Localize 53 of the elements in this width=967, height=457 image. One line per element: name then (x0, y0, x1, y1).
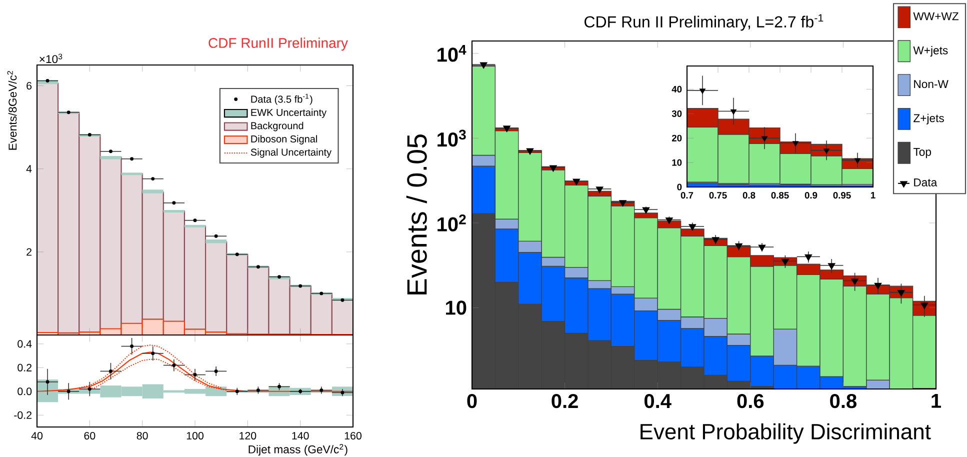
y-tick-label: 30 (672, 110, 682, 117)
legend-label: Data (3.5 fb$^{-1}$) (251, 94, 312, 105)
y-tick-label: 6 (26, 82, 32, 90)
x-tick-label: 0.75 (709, 192, 727, 199)
x-tick-label: 0.4 (644, 394, 672, 408)
legend-label: W+jets (913, 46, 948, 57)
x-tick-label: 0.6 (737, 394, 764, 408)
y-tick-label: 10$^{3}$ (438, 130, 466, 147)
legend-label: Non-W (914, 80, 948, 88)
x-tick-label: 0.7 (680, 192, 694, 199)
y-tick-label: -0.2 (14, 411, 32, 419)
x-tick-label: 120 (240, 432, 256, 440)
legend-label: Z+jets (914, 114, 944, 124)
chart-title: CDF Run II Preliminary, L=2.7 fb$^{-1}$ (584, 14, 824, 31)
y-tick-label: 0 (677, 184, 682, 190)
x-axis-title: Event Probability Discriminant (640, 423, 931, 444)
x-tick-label: 80 (136, 432, 148, 440)
legend-label: Diboson Signal (251, 135, 317, 144)
x-tick-label: 1 (871, 192, 876, 198)
text: ×10$^{3}$ (40, 54, 62, 64)
x-tick-label: 0.95 (833, 192, 851, 199)
y-tick-label: 0.2 (18, 364, 32, 372)
y-tick-label: 20 (672, 134, 682, 142)
x-tick-label: 100 (186, 432, 204, 440)
x-tick-label: 0.8 (742, 192, 756, 199)
y-tick-label: 10 (446, 300, 466, 315)
y-tick-label: 2 (26, 248, 32, 256)
legend-label: EWK Uncertainty (251, 108, 327, 118)
x-tick-label: 160 (344, 432, 362, 440)
legend-label: WW+WZ (913, 12, 958, 20)
x-tick-label: 140 (292, 432, 309, 440)
y-tick-label: 10 (672, 159, 682, 166)
x-tick-label: 60 (84, 432, 96, 440)
x-tick-label: 0.85 (771, 192, 789, 199)
y-tick-label: 10$^{4}$ (438, 45, 466, 62)
x-tick-label: 0.2 (552, 394, 578, 408)
x-tick-label: 1 (932, 394, 942, 408)
legend-label: Top (913, 148, 932, 158)
legend-label: Signal Uncertainty (250, 148, 332, 158)
legend-label: Data (914, 178, 938, 186)
x-tick-label: 0 (467, 394, 477, 408)
legend-label: Background (251, 122, 304, 132)
y-tick-label: 4 (26, 165, 32, 173)
x-tick-label: 0.9 (804, 192, 818, 199)
y-tick-label: 10$^{2}$ (438, 214, 466, 232)
y-tick-label: 0.0 (18, 388, 32, 396)
y-tick-label: 40 (672, 86, 682, 93)
y-axis-title: Events/8GeV/c$^{2}$ (7, 71, 17, 150)
chart-title: CDF RunII Preliminary (208, 38, 348, 51)
x-tick-label: 0.8 (830, 394, 856, 408)
y-axis-title: Events / 0.05 (406, 134, 427, 294)
x-axis-title: Dijet mass (GeV/c$^{2}$) (248, 444, 348, 456)
y-tick-label: 0.4 (18, 340, 32, 348)
